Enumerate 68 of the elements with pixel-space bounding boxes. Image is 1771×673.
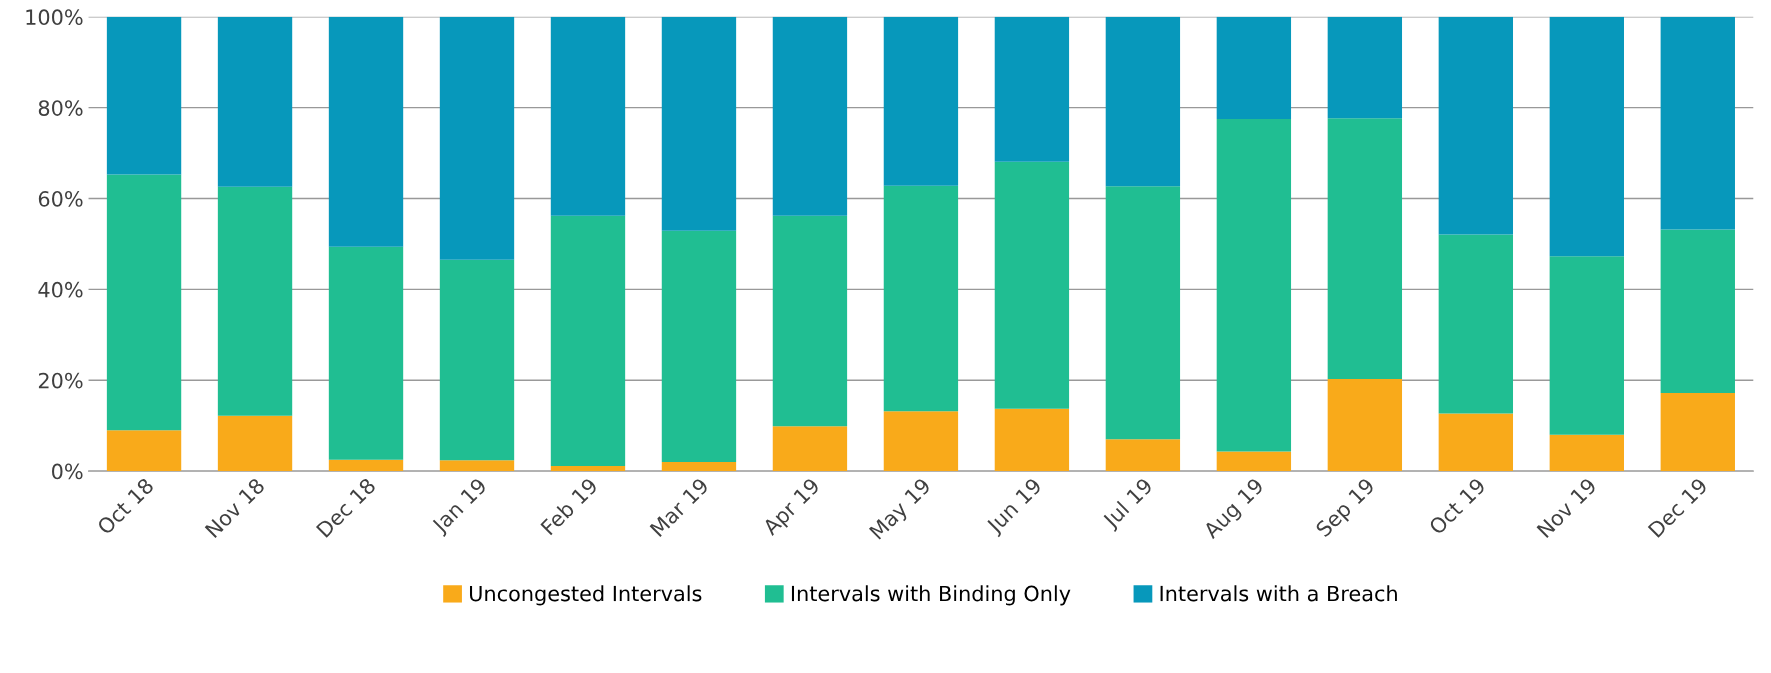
bar <box>994 161 1070 409</box>
bar <box>772 16 848 216</box>
bar <box>1216 16 1292 120</box>
x-tick-label: Jun 19 <box>984 477 1046 538</box>
bar <box>217 16 293 187</box>
y-tick-label: 0% <box>52 463 83 480</box>
bar <box>883 185 959 412</box>
x-tick-label: Jan 19 <box>430 477 491 537</box>
y-tick-label: 100% <box>26 9 83 26</box>
x-tick-label: Nov 19 <box>1536 477 1598 539</box>
bar <box>439 16 515 260</box>
bar <box>1660 392 1735 472</box>
bar <box>1105 186 1181 440</box>
bar <box>439 460 515 472</box>
bar <box>1327 378 1403 472</box>
bar <box>772 215 848 427</box>
bar <box>1438 16 1514 235</box>
legend-label: Uncongested Intervals <box>470 585 702 606</box>
bar <box>1105 16 1181 187</box>
x-tick-label: Aug 19 <box>1202 477 1268 543</box>
x-tick-label: Dec 19 <box>1647 477 1709 538</box>
bar <box>1438 234 1514 414</box>
bar <box>1327 118 1403 379</box>
bar <box>1327 16 1403 119</box>
y-tick-label: 20% <box>38 372 83 389</box>
bar <box>883 16 959 186</box>
bar <box>550 466 626 472</box>
bar <box>550 215 626 467</box>
x-tick-label: Apr 19 <box>761 477 824 540</box>
bar <box>1549 16 1624 257</box>
bar <box>328 246 404 460</box>
bar <box>106 16 182 175</box>
bar <box>1216 119 1292 452</box>
bar <box>1549 256 1624 435</box>
bar <box>661 16 737 231</box>
legend-label: Intervals with Binding Only <box>791 585 1071 606</box>
bar <box>328 16 404 247</box>
x-tick-label: Oct 18 <box>96 477 155 536</box>
bar <box>661 462 737 472</box>
bar <box>883 411 959 472</box>
x-tick-label: Mar 19 <box>649 477 710 538</box>
bar <box>1438 413 1514 472</box>
bar <box>994 408 1070 472</box>
bar <box>772 426 848 472</box>
bar <box>217 415 293 472</box>
bar <box>550 16 626 216</box>
bar <box>1660 229 1735 393</box>
x-tick-label: Jul 19 <box>1100 477 1156 533</box>
x-tick-label: Sep 19 <box>1314 477 1379 541</box>
x-tick-label: Nov 18 <box>204 477 266 539</box>
y-tick-label: 40% <box>38 281 83 298</box>
y-tick-label: 80% <box>38 100 83 116</box>
bar <box>1216 451 1292 472</box>
bar <box>439 259 515 461</box>
bar <box>661 230 737 463</box>
bar <box>1549 434 1624 472</box>
x-tick-label: Dec 18 <box>315 477 377 538</box>
bar <box>1105 439 1181 472</box>
bar <box>994 16 1070 162</box>
bar <box>217 186 293 416</box>
y-tick-label: 60% <box>38 190 83 207</box>
x-tick-label: Oct 19 <box>1428 477 1487 536</box>
bar <box>106 430 182 472</box>
legend-label: Intervals with a Breach <box>1160 585 1397 602</box>
bar <box>106 174 182 431</box>
x-tick-label: Feb 19 <box>539 477 599 536</box>
bar <box>328 459 404 472</box>
bar <box>1660 16 1735 230</box>
